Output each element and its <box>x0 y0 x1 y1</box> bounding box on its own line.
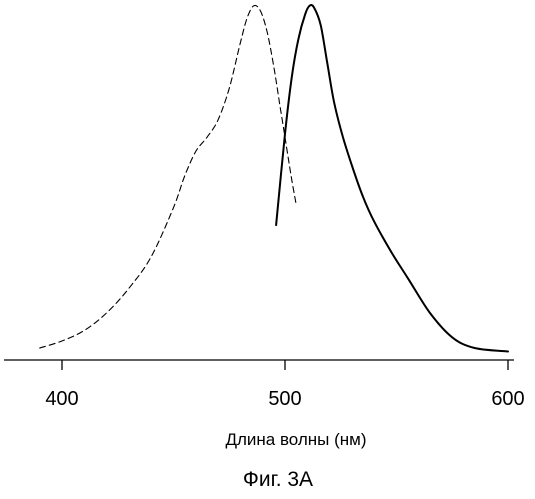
x-tick-label: 500 <box>268 388 301 410</box>
plot-lines <box>39 3 509 353</box>
dashed-spectrum-line <box>39 4 297 349</box>
solid-spectrum-line <box>275 3 509 353</box>
x-tick-label: 600 <box>491 388 524 410</box>
x-tick-label: 400 <box>45 388 78 410</box>
x-axis-title: Длина волны (нм) <box>225 430 366 449</box>
figure-caption: Фиг. 3А <box>243 468 313 491</box>
x-axis-ticks: 400 500 600 <box>45 360 525 410</box>
